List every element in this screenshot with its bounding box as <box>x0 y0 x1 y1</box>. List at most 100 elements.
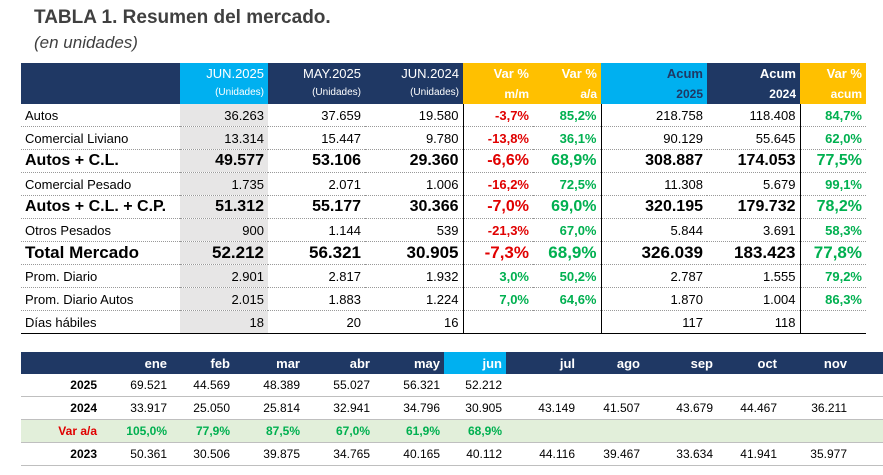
table-cell: 77,5% <box>799 149 866 173</box>
table-cell <box>799 310 866 334</box>
table-cell: 44.467 <box>717 396 781 420</box>
header-may2025: MAY.2025 (Unidades) <box>268 63 365 104</box>
header-blank <box>21 63 180 104</box>
table-cell <box>533 310 601 334</box>
table-cell: 40.165 <box>374 442 444 466</box>
table-cell: 16 <box>365 310 463 334</box>
page-subtitle: (en unidades) <box>34 33 138 52</box>
table-cell: 2.817 <box>268 264 365 288</box>
table-cell: 69,0% <box>533 195 601 219</box>
table-cell: 179.732 <box>707 195 800 219</box>
months-header-blank <box>21 352 101 374</box>
table-cell: 84,7% <box>799 104 866 127</box>
table-cell: 5.844 <box>600 218 707 242</box>
table-cell <box>717 374 781 397</box>
table-cell <box>462 310 533 334</box>
market-summary-table: JUN.2025 (Unidades) MAY.2025 (Unidades) JU… <box>21 63 866 334</box>
table-cell: 56.321 <box>268 241 365 265</box>
table-cell: 25.050 <box>171 396 234 420</box>
table-cell: 2.787 <box>600 264 707 288</box>
table-cell: 34.765 <box>304 442 374 466</box>
table-cell <box>644 419 717 443</box>
table-cell: 539 <box>365 218 463 242</box>
table-cell: 308.887 <box>600 149 707 173</box>
header-acum-2025: Acum 2025 <box>601 63 707 104</box>
table-cell: 35.977 <box>781 442 851 466</box>
table-cell: 87,5% <box>234 419 304 443</box>
table-cell: 33.917 <box>101 396 171 420</box>
table-cell: 77,9% <box>171 419 234 443</box>
header-jun2025: JUN.2025 (Unidades) <box>180 63 268 104</box>
table-cell: 62,0% <box>799 126 866 150</box>
table-cell: 118 <box>707 310 800 334</box>
table-cell: 183.423 <box>707 241 800 265</box>
table-cell: 51.312 <box>180 195 268 219</box>
table-cell: 1.555 <box>707 264 800 288</box>
table-cell: 79,2% <box>799 264 866 288</box>
table-cell: 29.360 <box>365 149 463 173</box>
table-cell <box>579 419 644 443</box>
row-label: 2024 <box>21 396 101 420</box>
table-row: Prom. Diario Autos 2.015 1.883 1.224 7,0% 64,… <box>21 287 866 311</box>
table-cell: 78,2% <box>799 195 866 219</box>
table-cell: 105,0% <box>101 419 171 443</box>
row-label: 2023 <box>21 442 101 466</box>
header-jun2024: JUN.2024 (Unidades) <box>365 63 463 104</box>
table-cell: 7,0% <box>462 287 533 311</box>
table-cell: 36,1% <box>533 126 601 150</box>
table-row: 2023 50.361 30.506 39.875 34.765 40.165 40.112… <box>21 442 883 466</box>
table-cell: -13,8% <box>462 126 533 150</box>
table-cell: 90.129 <box>600 126 707 150</box>
table-cell: 18 <box>180 310 268 334</box>
table-cell: 3.691 <box>707 218 800 242</box>
row-label: Prom. Diario Autos <box>21 287 180 311</box>
month-header-oct: oct <box>717 352 781 374</box>
table-cell: 326.039 <box>600 241 707 265</box>
table-cell: 67,0% <box>533 218 601 242</box>
table-cell: 30.506 <box>171 442 234 466</box>
table-cell: 1.006 <box>365 172 463 196</box>
monthly-table: enefebmarabrmayjunjulagosepoctnovdic 202… <box>21 352 883 466</box>
table-cell: 2.015 <box>180 287 268 311</box>
table-cell: 21.758 <box>851 396 883 420</box>
table-cell: 44.569 <box>171 374 234 397</box>
header-var-aa: Var % a/a <box>533 63 601 104</box>
table-cell: 69.521 <box>101 374 171 397</box>
table-cell: 39.467 <box>579 442 644 466</box>
row-label: Comercial Pesado <box>21 172 180 196</box>
table-row: Autos + C.L. + C.P. 51.312 55.177 30.366 -7,… <box>21 195 866 219</box>
table-cell: 50,2% <box>533 264 601 288</box>
table-cell: 320.195 <box>600 195 707 219</box>
table-cell: 3,0% <box>462 264 533 288</box>
table-cell: 68,9% <box>533 241 601 265</box>
table-row: Autos + C.L. 49.577 53.106 29.360 -6,6% 68,9%… <box>21 149 866 173</box>
table-cell: 18.575 <box>851 442 883 466</box>
table-cell: 52.212 <box>180 241 268 265</box>
table-cell: 1.224 <box>365 287 463 311</box>
header-var-acum: Var % acum <box>800 63 866 104</box>
table-cell: 86,3% <box>799 287 866 311</box>
table-row: Otros Pesados 900 1.144 539 -21,3% 67,0% 5.844… <box>21 218 866 242</box>
table-cell: 25.814 <box>234 396 304 420</box>
table-cell: 11.308 <box>600 172 707 196</box>
table-cell: 61,9% <box>374 419 444 443</box>
table-cell: 41.507 <box>579 396 644 420</box>
table-cell: 64,6% <box>533 287 601 311</box>
table-cell: 85,2% <box>533 104 601 127</box>
row-label: Comercial Liviano <box>21 126 180 150</box>
table-row: Autos 36.263 37.659 19.580 -3,7% 85,2% 218.758… <box>21 104 866 127</box>
table-cell: 67,0% <box>304 419 374 443</box>
month-header-ago: ago <box>579 352 644 374</box>
row-label: Prom. Diario <box>21 264 180 288</box>
month-header-jul: jul <box>506 352 579 374</box>
table-cell: 15.447 <box>268 126 365 150</box>
table-cell: 30.905 <box>365 241 463 265</box>
table-cell: 9.780 <box>365 126 463 150</box>
row-label: Autos <box>21 104 180 127</box>
months-header-row: enefebmarabrmayjunjulagosepoctnovdic <box>21 352 883 374</box>
table-cell: 49.577 <box>180 149 268 173</box>
table-cell: 55.177 <box>268 195 365 219</box>
table-cell: 34.796 <box>374 396 444 420</box>
table-cell: 99,1% <box>799 172 866 196</box>
table-cell <box>506 419 579 443</box>
